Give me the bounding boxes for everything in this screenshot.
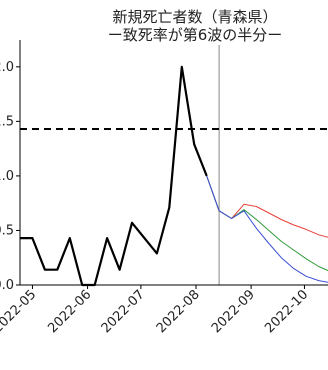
chart-title-block: 新規死亡者数（青森県） ー致死率が第6波の半分ー [0,8,328,44]
tick-labels: 0.00.51.01.52.02022-052022-062022-072022… [0,60,311,336]
x-tick-label: 2022-09 [209,287,258,336]
chart-subtitle: ー致死率が第6波の半分ー [107,26,283,44]
x-tick-label: 2022-07 [99,287,148,336]
y-tick-label: 2.0 [0,60,14,75]
y-tick-label: 1.0 [0,169,14,184]
x-tick-label: 2022-10 [262,287,311,336]
y-tick-label: 0.5 [0,223,14,238]
plot-area [20,45,328,287]
series-line-2 [206,175,328,272]
axes [16,40,328,289]
series-line-3 [206,175,328,283]
x-tick-label: 2022-08 [154,287,203,336]
x-tick-label: 2022-06 [45,287,94,336]
y-tick-label: 1.5 [0,114,14,129]
x-tick-label: 2022-05 [0,287,39,336]
series-line-0 [20,65,208,287]
chart-title: 新規死亡者数（青森県） [112,8,278,26]
y-tick-label: 0.0 [0,278,14,293]
